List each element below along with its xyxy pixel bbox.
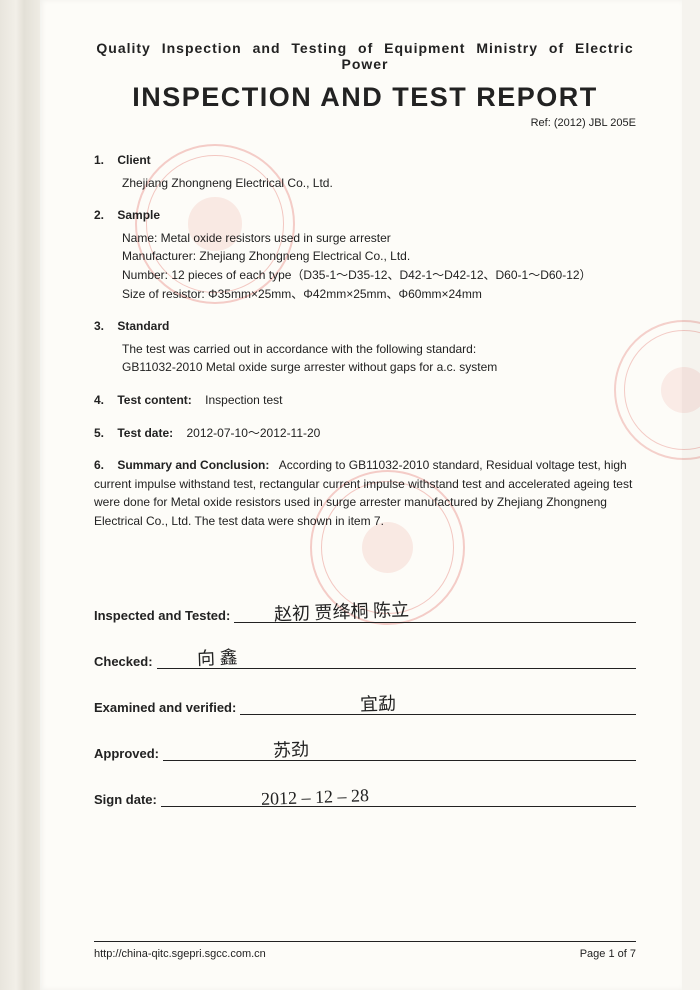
sample-manufacturer: Manufacturer: Zhejiang Zhongneng Electri…: [122, 247, 636, 266]
section-sample: 2. Sample Name: Metal oxide resistors us…: [94, 206, 636, 303]
sig-handwriting: 向 鑫: [196, 643, 237, 670]
test-date-value: 2012-07-10～2012-11-20: [186, 426, 320, 440]
sig-row-date: Sign date: 2012 – 12 – 28: [94, 785, 636, 807]
section-heading: Test content:: [117, 393, 191, 407]
section-heading: Summary and Conclusion:: [117, 458, 269, 472]
organization-line: Quality Inspection and Testing of Equipm…: [94, 40, 636, 72]
sig-row-examined: Examined and verified: 宜勐: [94, 693, 636, 715]
sig-row-checked: Checked: 向 鑫: [94, 647, 636, 669]
section-num: 4.: [94, 391, 114, 410]
section-test-date: 5. Test date: 2012-07-10～2012-11-20: [94, 424, 636, 443]
sample-size: Size of resistor: Φ35mm×25mm、Φ42mm×25mm、…: [122, 285, 636, 304]
footer: http://china-qitc.sgepri.sgcc.com.cn Pag…: [94, 941, 636, 960]
sig-label: Sign date:: [94, 792, 161, 807]
client-name: Zhejiang Zhongneng Electrical Co., Ltd.: [122, 174, 636, 193]
standard-intro: The test was carried out in accordance w…: [122, 340, 636, 359]
sample-number: Number: 12 pieces of each type（D35-1～D35…: [122, 266, 636, 285]
sig-row-approved: Approved: 苏劲: [94, 739, 636, 761]
sig-label: Examined and verified:: [94, 700, 240, 715]
sig-line: 宜勐: [240, 693, 636, 715]
sig-row-inspected: Inspected and Tested: 赵初 贾绛桐 陈立: [94, 601, 636, 623]
test-content-value: Inspection test: [205, 393, 282, 407]
section-num: 6.: [94, 456, 114, 475]
section-heading: Test date:: [117, 426, 173, 440]
section-num: 1.: [94, 151, 114, 170]
sig-line: 赵初 贾绛桐 陈立: [234, 601, 636, 623]
sig-label: Approved:: [94, 746, 163, 761]
sig-line: 向 鑫: [157, 647, 636, 669]
section-heading: Client: [117, 153, 150, 167]
section-standard: 3. Standard The test was carried out in …: [94, 317, 636, 377]
standard-code: GB11032-2010 Metal oxide surge arrester …: [122, 358, 636, 377]
section-client: 1. Client Zhejiang Zhongneng Electrical …: [94, 151, 636, 192]
section-num: 3.: [94, 317, 114, 336]
report-ref: Ref: (2012) JBL 205E: [94, 117, 636, 129]
sig-label: Inspected and Tested:: [94, 608, 234, 623]
sig-handwriting: 宜勐: [360, 689, 397, 716]
footer-page: Page 1 of 7: [580, 948, 636, 960]
sig-date-handwriting: 2012 – 12 – 28: [261, 785, 370, 810]
sig-handwriting: 苏劲: [273, 735, 310, 762]
section-heading: Sample: [117, 208, 160, 222]
sig-handwriting: 赵初 贾绛桐 陈立: [274, 595, 410, 626]
report-title: INSPECTION AND TEST REPORT: [94, 82, 636, 113]
sample-name: Name: Metal oxide resistors used in surg…: [122, 229, 636, 248]
section-summary: 6. Summary and Conclusion: According to …: [94, 456, 636, 530]
section-heading: Standard: [117, 319, 169, 333]
section-num: 5.: [94, 424, 114, 443]
section-num: 2.: [94, 206, 114, 225]
sig-line: 2012 – 12 – 28: [161, 785, 636, 807]
sig-label: Checked:: [94, 654, 157, 669]
binding-edge: [0, 0, 40, 990]
signature-block: Inspected and Tested: 赵初 贾绛桐 陈立 Checked:…: [94, 601, 636, 807]
section-test-content: 4. Test content: Inspection test: [94, 391, 636, 410]
footer-url: http://china-qitc.sgepri.sgcc.com.cn: [94, 948, 266, 960]
sig-line: 苏劲: [163, 739, 636, 761]
document-page: Quality Inspection and Testing of Equipm…: [40, 0, 682, 990]
